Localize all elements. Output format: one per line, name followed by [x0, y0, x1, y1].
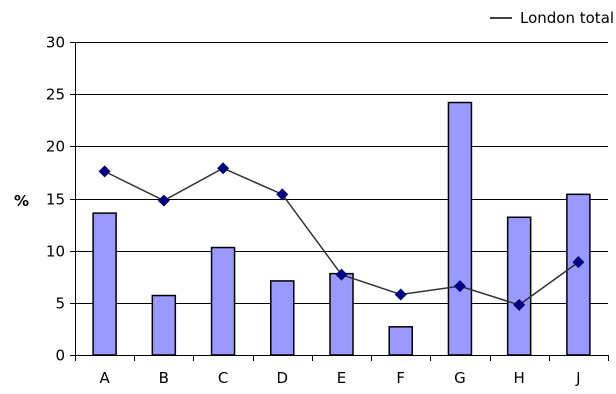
- y-tick-label: 15: [46, 191, 65, 209]
- x-tick-label: H: [514, 369, 525, 387]
- bar: [508, 217, 531, 355]
- bar: [567, 194, 590, 355]
- x-tick-label: C: [218, 369, 228, 387]
- bar: [271, 281, 294, 355]
- tick-labels: 0 5 10 15 20 25 30 A B C D E F G H J: [46, 34, 581, 388]
- y-tick-label: 0: [55, 347, 65, 365]
- y-tick-label: 5: [55, 295, 65, 313]
- line-marker: [99, 165, 111, 177]
- bars: [93, 103, 590, 355]
- y-tick-label: 10: [46, 243, 65, 261]
- bar: [93, 213, 116, 355]
- x-tick-label: G: [454, 369, 466, 387]
- y-tick-label: 20: [46, 138, 65, 156]
- x-tick-label: F: [396, 369, 405, 387]
- bar: [152, 296, 175, 355]
- line-marker: [217, 162, 229, 174]
- line-marker: [276, 188, 288, 200]
- y-tick-label: 25: [46, 86, 65, 104]
- x-tick-label: A: [99, 369, 110, 387]
- bar: [330, 274, 353, 355]
- y-tick-label: 30: [46, 34, 65, 52]
- x-tick-label: E: [337, 369, 346, 387]
- bar: [212, 248, 235, 355]
- y-axis-label: %: [14, 192, 29, 210]
- x-tick-label: B: [159, 369, 169, 387]
- line-marker: [158, 195, 170, 207]
- bar: [448, 103, 471, 355]
- x-tick-label: D: [276, 369, 288, 387]
- x-tick-label: J: [575, 369, 580, 387]
- legend: London total: [490, 9, 614, 27]
- legend-label: London total: [520, 9, 614, 27]
- line-marker: [395, 288, 407, 300]
- bar: [389, 327, 412, 355]
